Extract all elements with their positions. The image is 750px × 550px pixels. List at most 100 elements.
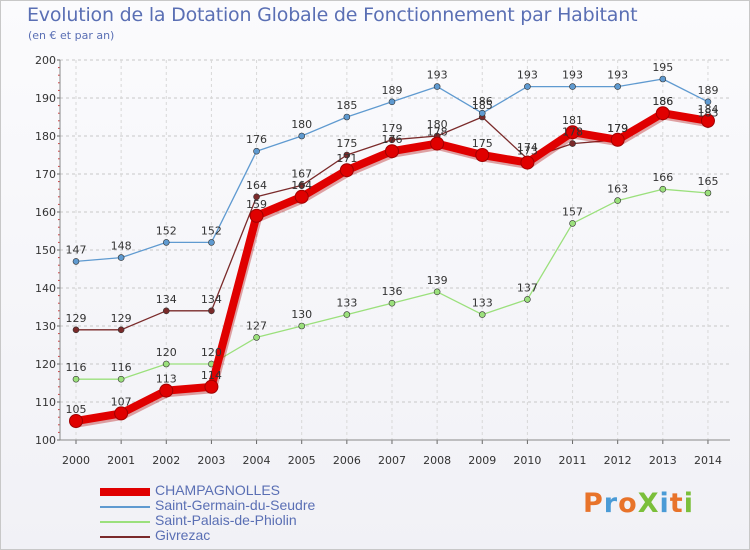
data-label: 174	[517, 141, 538, 154]
y-tick-label: 180	[35, 130, 56, 143]
data-label: 163	[607, 183, 628, 196]
data-point	[343, 311, 351, 318]
data-point	[384, 144, 399, 159]
y-tick-label: 140	[35, 282, 56, 295]
data-point	[433, 83, 441, 90]
logo-letter: X	[637, 488, 660, 519]
data-label: 178	[427, 126, 448, 139]
x-tick-label: 2012	[604, 454, 632, 467]
data-label: 181	[562, 114, 583, 127]
data-point	[117, 326, 125, 334]
data-point	[569, 140, 576, 147]
data-label: 107	[111, 395, 132, 408]
data-label: 195	[652, 61, 673, 74]
data-point	[162, 239, 170, 246]
data-point	[162, 307, 170, 315]
y-tick-label: 100	[35, 434, 56, 447]
data-label: 157	[562, 205, 583, 218]
data-label: 137	[517, 281, 538, 294]
x-tick-label: 2009	[468, 454, 496, 467]
legend-swatch	[100, 506, 150, 508]
data-point	[298, 182, 306, 189]
data-label: 193	[517, 69, 538, 82]
data-label: 189	[697, 84, 718, 97]
data-point	[430, 136, 445, 151]
data-label: 166	[652, 171, 673, 184]
data-point	[524, 296, 531, 303]
proxiti-logo: ProXiti	[583, 488, 694, 519]
legend-item: CHAMPAGNOLLES	[100, 482, 400, 500]
data-point	[298, 322, 306, 330]
data-label: 171	[336, 152, 357, 165]
data-label: 134	[201, 293, 222, 306]
data-point	[69, 414, 83, 428]
data-point	[204, 379, 219, 394]
axes: 100 110 120 130 140 150 160 170 180 190 200 2000 200…	[35, 54, 730, 467]
data-label: 189	[381, 84, 402, 97]
y-tick-label: 120	[35, 358, 56, 371]
data-label: 134	[156, 293, 177, 306]
data-point	[298, 132, 306, 140]
x-tick-label: 2013	[649, 454, 677, 467]
data-label: 113	[156, 373, 177, 386]
y-tick-label: 170	[35, 168, 56, 181]
data-point	[159, 383, 174, 398]
data-label: 175	[472, 137, 493, 150]
data-point	[610, 132, 625, 147]
data-label: 167	[291, 167, 312, 180]
data-point	[388, 299, 396, 307]
legend-swatch	[100, 536, 150, 538]
data-label: 185	[472, 99, 493, 112]
data-label: 176	[246, 133, 267, 146]
logo-letter: r	[603, 488, 619, 519]
series-layer	[69, 75, 715, 428]
data-point	[343, 151, 351, 159]
data-point	[520, 155, 535, 170]
data-point	[565, 125, 580, 140]
chart-title: Evolution de la Dotation Globale de Fonc…	[27, 4, 638, 26]
data-label: 165	[697, 175, 718, 188]
data-label: 130	[291, 308, 312, 321]
data-label: 116	[66, 361, 87, 374]
data-point	[343, 113, 351, 121]
x-tick-label: 2002	[152, 454, 180, 467]
data-point	[659, 185, 667, 193]
legend-swatch	[100, 488, 150, 496]
data-label: 133	[336, 297, 357, 310]
data-point	[475, 148, 490, 162]
data-point	[249, 208, 264, 223]
x-tick-label: 2014	[694, 454, 722, 467]
data-label: 178	[562, 126, 583, 139]
data-point	[659, 75, 667, 83]
data-point	[72, 375, 80, 383]
data-label: 164	[246, 179, 267, 192]
data-label: 179	[607, 122, 628, 135]
logo-letter: i	[659, 488, 670, 519]
data-label: 184	[697, 103, 718, 116]
data-label: 164	[291, 179, 312, 192]
data-label: 179	[607, 122, 628, 135]
data-point	[162, 360, 170, 368]
data-point	[114, 406, 129, 421]
data-label: 120	[201, 346, 222, 359]
y-tick-label: 130	[35, 320, 56, 333]
data-label: 105	[66, 403, 87, 416]
x-tick-label: 2000	[62, 454, 90, 467]
legend-label: Saint-Palais-de-Phiolin	[155, 512, 297, 528]
data-label: 183	[697, 107, 718, 120]
data-label: 180	[291, 118, 312, 131]
data-point	[704, 98, 712, 106]
data-point	[655, 106, 670, 121]
data-point	[388, 98, 396, 106]
chart-subtitle: (en € et par an)	[28, 29, 115, 42]
data-label: 147	[66, 243, 87, 256]
data-point	[569, 83, 576, 90]
data-label: 152	[156, 224, 177, 237]
x-tick-label: 2006	[333, 454, 361, 467]
data-label: 133	[472, 297, 493, 310]
y-tick-label: 150	[35, 244, 56, 257]
x-tick-label: 2010	[513, 454, 541, 467]
logo-letter: t	[669, 488, 684, 519]
data-point	[72, 258, 80, 265]
